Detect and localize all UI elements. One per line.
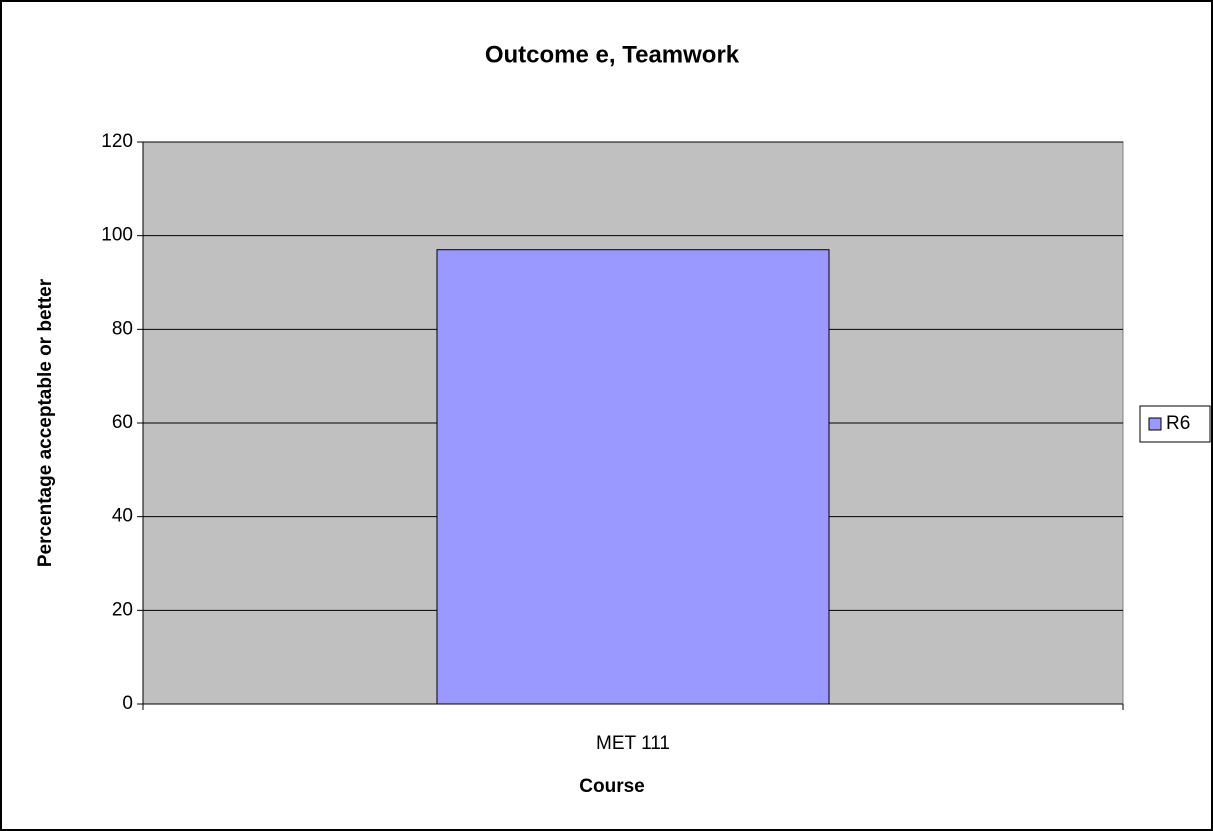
legend-label: R6 (1166, 413, 1190, 434)
x-axis-label: Course (579, 776, 644, 797)
legend-swatch (1148, 417, 1162, 431)
y-tick-label: 60 (112, 412, 133, 433)
y-axis-label: Percentage acceptable or better (35, 278, 56, 567)
x-tick-label: MET 111 (596, 733, 670, 754)
y-tick-label: 40 (112, 506, 133, 527)
y-tick-label: 0 (122, 693, 133, 714)
y-tick-label: 20 (112, 599, 133, 620)
y-tick-label: 120 (101, 131, 133, 152)
y-tick-label: 100 (101, 225, 133, 246)
bar (436, 249, 830, 705)
y-tick-label: 80 (112, 318, 133, 339)
chart-title: Outcome e, Teamwork (485, 41, 740, 68)
